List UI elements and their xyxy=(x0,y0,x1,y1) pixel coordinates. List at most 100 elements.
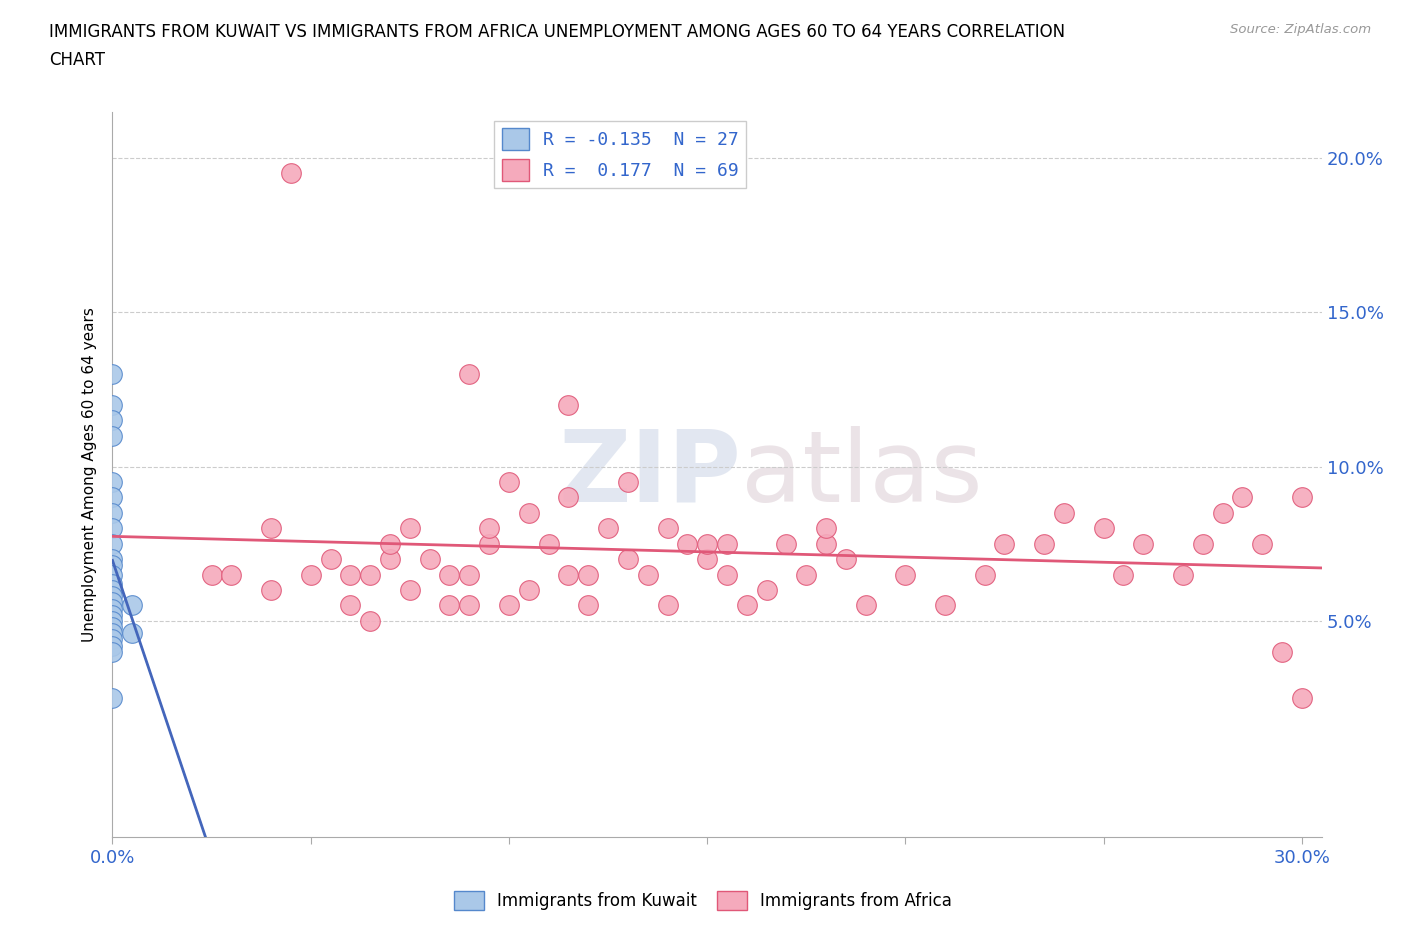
Point xyxy=(1271,644,1294,659)
Point xyxy=(498,598,520,613)
Point xyxy=(1171,567,1194,582)
Point xyxy=(439,567,461,582)
Point xyxy=(101,558,124,573)
Point xyxy=(716,567,738,582)
Point xyxy=(101,582,124,597)
Y-axis label: Unemployment Among Ages 60 to 64 years: Unemployment Among Ages 60 to 64 years xyxy=(82,307,97,642)
Point xyxy=(101,595,124,610)
Point xyxy=(696,551,718,566)
Point xyxy=(637,567,659,582)
Point xyxy=(676,537,699,551)
Point xyxy=(557,397,579,412)
Point xyxy=(696,537,718,551)
Point xyxy=(121,626,143,641)
Point xyxy=(1033,537,1056,551)
Point xyxy=(576,567,599,582)
Point xyxy=(934,598,956,613)
Point xyxy=(101,537,124,551)
Point xyxy=(993,537,1015,551)
Point xyxy=(398,521,420,536)
Point xyxy=(517,505,540,520)
Point xyxy=(101,644,124,659)
Point xyxy=(1112,567,1135,582)
Point xyxy=(200,567,222,582)
Point xyxy=(101,691,124,706)
Point xyxy=(101,567,124,582)
Point xyxy=(1291,691,1313,706)
Point xyxy=(121,598,143,613)
Point xyxy=(101,638,124,653)
Point xyxy=(498,474,520,489)
Point xyxy=(657,598,679,613)
Point xyxy=(755,582,778,597)
Point xyxy=(835,551,858,566)
Point xyxy=(1212,505,1234,520)
Point xyxy=(378,551,401,566)
Point xyxy=(775,537,797,551)
Point xyxy=(101,601,124,616)
Point xyxy=(260,582,283,597)
Point xyxy=(339,567,361,582)
Point xyxy=(576,598,599,613)
Point xyxy=(101,551,124,566)
Point xyxy=(794,567,817,582)
Point xyxy=(101,490,124,505)
Point xyxy=(101,607,124,622)
Point xyxy=(557,490,579,505)
Point xyxy=(537,537,560,551)
Point xyxy=(458,567,481,582)
Point xyxy=(478,521,501,536)
Point xyxy=(101,474,124,489)
Point xyxy=(735,598,758,613)
Point xyxy=(101,366,124,381)
Point xyxy=(101,413,124,428)
Point xyxy=(458,598,481,613)
Text: IMMIGRANTS FROM KUWAIT VS IMMIGRANTS FROM AFRICA UNEMPLOYMENT AMONG AGES 60 TO 6: IMMIGRANTS FROM KUWAIT VS IMMIGRANTS FRO… xyxy=(49,23,1066,41)
Point xyxy=(1191,537,1213,551)
Point xyxy=(101,397,124,412)
Point xyxy=(101,632,124,647)
Point xyxy=(617,551,640,566)
Point xyxy=(101,429,124,444)
Point xyxy=(101,577,124,591)
Text: Source: ZipAtlas.com: Source: ZipAtlas.com xyxy=(1230,23,1371,36)
Point xyxy=(101,589,124,604)
Text: CHART: CHART xyxy=(49,51,105,69)
Point xyxy=(1053,505,1076,520)
Point xyxy=(1092,521,1115,536)
Legend: R = -0.135  N = 27, R =  0.177  N = 69: R = -0.135 N = 27, R = 0.177 N = 69 xyxy=(495,121,747,188)
Point xyxy=(1251,537,1274,551)
Point xyxy=(101,505,124,520)
Point xyxy=(319,551,342,566)
Point xyxy=(101,521,124,536)
Text: atlas: atlas xyxy=(741,426,983,523)
Text: ZIP: ZIP xyxy=(558,426,741,523)
Point xyxy=(1132,537,1154,551)
Point xyxy=(894,567,917,582)
Point xyxy=(280,166,302,180)
Point xyxy=(221,567,243,582)
Point xyxy=(657,521,679,536)
Point xyxy=(101,614,124,629)
Point xyxy=(517,582,540,597)
Point xyxy=(458,366,481,381)
Point xyxy=(260,521,283,536)
Point xyxy=(359,614,381,629)
Point xyxy=(419,551,441,566)
Point xyxy=(557,567,579,582)
Point xyxy=(478,537,501,551)
Point xyxy=(973,567,995,582)
Point xyxy=(398,582,420,597)
Point xyxy=(1291,490,1313,505)
Point xyxy=(339,598,361,613)
Point xyxy=(378,537,401,551)
Point xyxy=(299,567,322,582)
Point xyxy=(815,521,838,536)
Point xyxy=(439,598,461,613)
Point xyxy=(855,598,877,613)
Point xyxy=(815,537,838,551)
Point xyxy=(101,619,124,634)
Legend: Immigrants from Kuwait, Immigrants from Africa: Immigrants from Kuwait, Immigrants from … xyxy=(447,884,959,917)
Point xyxy=(596,521,619,536)
Point xyxy=(359,567,381,582)
